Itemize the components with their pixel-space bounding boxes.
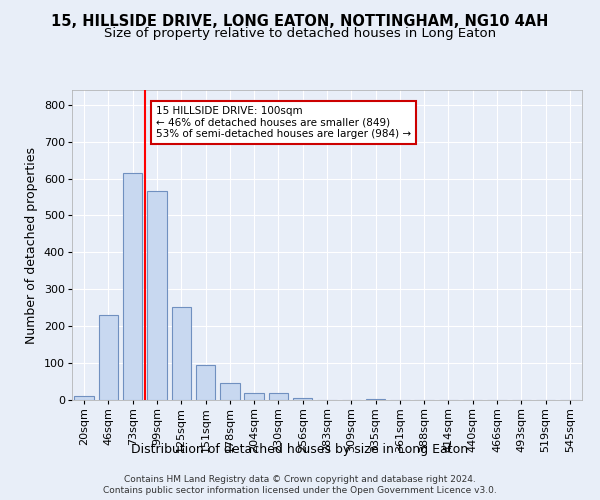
Bar xyxy=(269,392,288,400)
Bar xyxy=(74,396,94,400)
Text: Contains HM Land Registry data © Crown copyright and database right 2024.: Contains HM Land Registry data © Crown c… xyxy=(124,475,476,484)
Y-axis label: Number of detached properties: Number of detached properties xyxy=(25,146,38,344)
Bar xyxy=(244,392,264,400)
Text: Contains public sector information licensed under the Open Government Licence v3: Contains public sector information licen… xyxy=(103,486,497,495)
Bar xyxy=(147,190,167,400)
Text: Distribution of detached houses by size in Long Eaton: Distribution of detached houses by size … xyxy=(131,442,469,456)
Bar xyxy=(172,306,191,400)
Bar xyxy=(293,398,313,400)
Bar xyxy=(99,315,118,400)
Text: Size of property relative to detached houses in Long Eaton: Size of property relative to detached ho… xyxy=(104,28,496,40)
Text: 15 HILLSIDE DRIVE: 100sqm
← 46% of detached houses are smaller (849)
53% of semi: 15 HILLSIDE DRIVE: 100sqm ← 46% of detac… xyxy=(156,106,411,139)
Bar xyxy=(220,382,239,400)
Bar xyxy=(123,174,142,400)
Text: 15, HILLSIDE DRIVE, LONG EATON, NOTTINGHAM, NG10 4AH: 15, HILLSIDE DRIVE, LONG EATON, NOTTINGH… xyxy=(52,14,548,29)
Bar xyxy=(196,365,215,400)
